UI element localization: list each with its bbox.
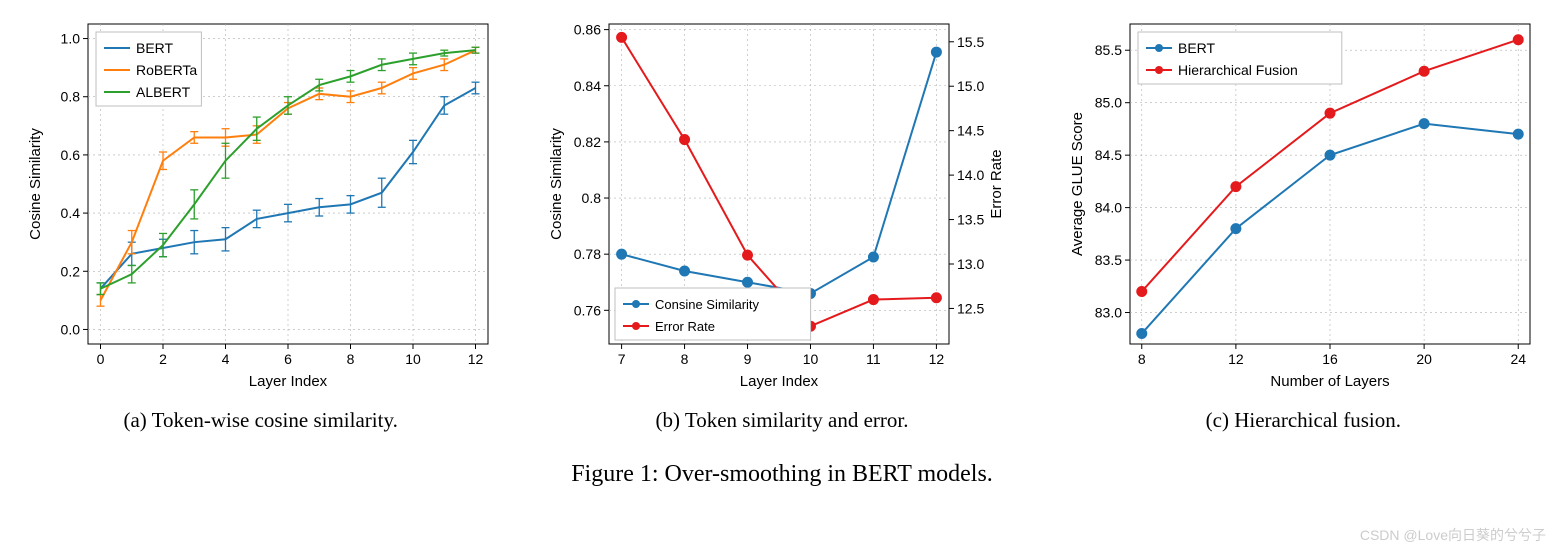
svg-text:15.5: 15.5 [957, 34, 984, 50]
watermark: CSDN @Love向日葵的兮兮子 [1360, 525, 1546, 545]
svg-text:0.0: 0.0 [60, 321, 80, 337]
chart-a: 0 2 4 6 8 10 12 0.0 0.2 0.4 0.6 0.8 1.0 Layer Index Co… [16, 10, 506, 400]
svg-text:13.0: 13.0 [957, 256, 984, 272]
svg-text:24: 24 [1511, 351, 1527, 367]
svg-text:Average GLUE Score: Average GLUE Score [1069, 112, 1086, 256]
svg-text:0.8: 0.8 [582, 190, 602, 206]
svg-text:84.5: 84.5 [1095, 147, 1122, 163]
svg-text:12: 12 [1228, 351, 1244, 367]
svg-text:0.8: 0.8 [60, 89, 80, 105]
svg-text:8: 8 [681, 351, 689, 367]
svg-text:7: 7 [618, 351, 626, 367]
svg-text:Error Rate: Error Rate [655, 319, 715, 334]
svg-text:12: 12 [929, 351, 945, 367]
panel-a: 0 2 4 6 8 10 12 0.0 0.2 0.4 0.6 0.8 1.0 Layer Index Co… [10, 10, 511, 433]
svg-text:20: 20 [1417, 351, 1433, 367]
svg-text:85.5: 85.5 [1095, 42, 1122, 58]
svg-text:Consine Similarity: Consine Similarity [655, 297, 760, 312]
svg-text:0.4: 0.4 [60, 205, 80, 221]
svg-text:4: 4 [221, 351, 229, 367]
svg-text:6: 6 [284, 351, 292, 367]
svg-text:13.5: 13.5 [957, 212, 984, 228]
svg-text:Cosine Similarity: Cosine Similarity [27, 128, 44, 240]
svg-text:2: 2 [159, 351, 167, 367]
svg-text:Hierarchical Fusion: Hierarchical Fusion [1178, 62, 1298, 78]
figure-row: 0246810120.00.20.40.60.81.0Layer IndexCo… [10, 10, 1554, 433]
subcaption-a: (a) Token-wise cosine similarity. [123, 408, 397, 433]
svg-text:14.0: 14.0 [957, 167, 984, 183]
svg-text:0.2: 0.2 [60, 263, 80, 279]
svg-text:Cosine Similarity: Cosine Similarity [548, 128, 565, 240]
svg-text:14.5: 14.5 [957, 123, 984, 139]
svg-text:Number of Layers: Number of Layers [1271, 373, 1390, 390]
svg-text:10: 10 [405, 351, 421, 367]
svg-text:10: 10 [803, 351, 819, 367]
chart-b: 7 8 9 10 11 12 0.76 0.78 0.8 0.82 0.84 0.86 12.5 13.0… [537, 10, 1027, 400]
svg-text:0.82: 0.82 [574, 134, 601, 150]
svg-text:ALBERT: ALBERT [136, 84, 191, 100]
svg-text:8: 8 [1138, 351, 1146, 367]
svg-text:84.0: 84.0 [1095, 200, 1122, 216]
svg-text:12: 12 [467, 351, 483, 367]
svg-text:83.5: 83.5 [1095, 252, 1122, 268]
svg-text:0.78: 0.78 [574, 246, 601, 262]
svg-text:11: 11 [866, 351, 881, 367]
subcaption-c: (c) Hierarchical fusion. [1206, 408, 1401, 433]
svg-text:0.84: 0.84 [574, 78, 601, 94]
svg-text:RoBERTa: RoBERTa [136, 62, 197, 78]
svg-text:0.76: 0.76 [574, 302, 601, 318]
svg-text:0.86: 0.86 [574, 22, 601, 38]
svg-text:Layer Index: Layer Index [740, 373, 819, 390]
svg-text:15.0: 15.0 [957, 78, 984, 94]
svg-text:12.5: 12.5 [957, 300, 984, 316]
svg-text:Error Rate: Error Rate [988, 149, 1005, 218]
svg-text:BERT: BERT [1178, 40, 1216, 56]
svg-text:1.0: 1.0 [60, 31, 80, 47]
panel-c: 8 12 16 20 24 83.0 83.5 84.0 84.5 85.0 85.5 Number … [1053, 10, 1554, 433]
subcaption-b: (b) Token similarity and error. [655, 408, 908, 433]
chart-c: 8 12 16 20 24 83.0 83.5 84.0 84.5 85.0 85.5 Number … [1058, 10, 1548, 400]
svg-text:0: 0 [96, 351, 104, 367]
svg-text:83.0: 83.0 [1095, 305, 1122, 321]
svg-text:9: 9 [744, 351, 752, 367]
svg-text:BERT: BERT [136, 40, 174, 56]
svg-text:0.6: 0.6 [60, 147, 80, 163]
figure-caption: Figure 1: Over-smoothing in BERT models. [10, 461, 1554, 488]
svg-text:85.0: 85.0 [1095, 95, 1122, 111]
svg-text:8: 8 [346, 351, 354, 367]
svg-text:16: 16 [1323, 351, 1339, 367]
panel-b: 7 8 9 10 11 12 0.76 0.78 0.8 0.82 0.84 0.86 12.5 13.0… [531, 10, 1032, 433]
svg-text:Layer Index: Layer Index [248, 373, 327, 390]
